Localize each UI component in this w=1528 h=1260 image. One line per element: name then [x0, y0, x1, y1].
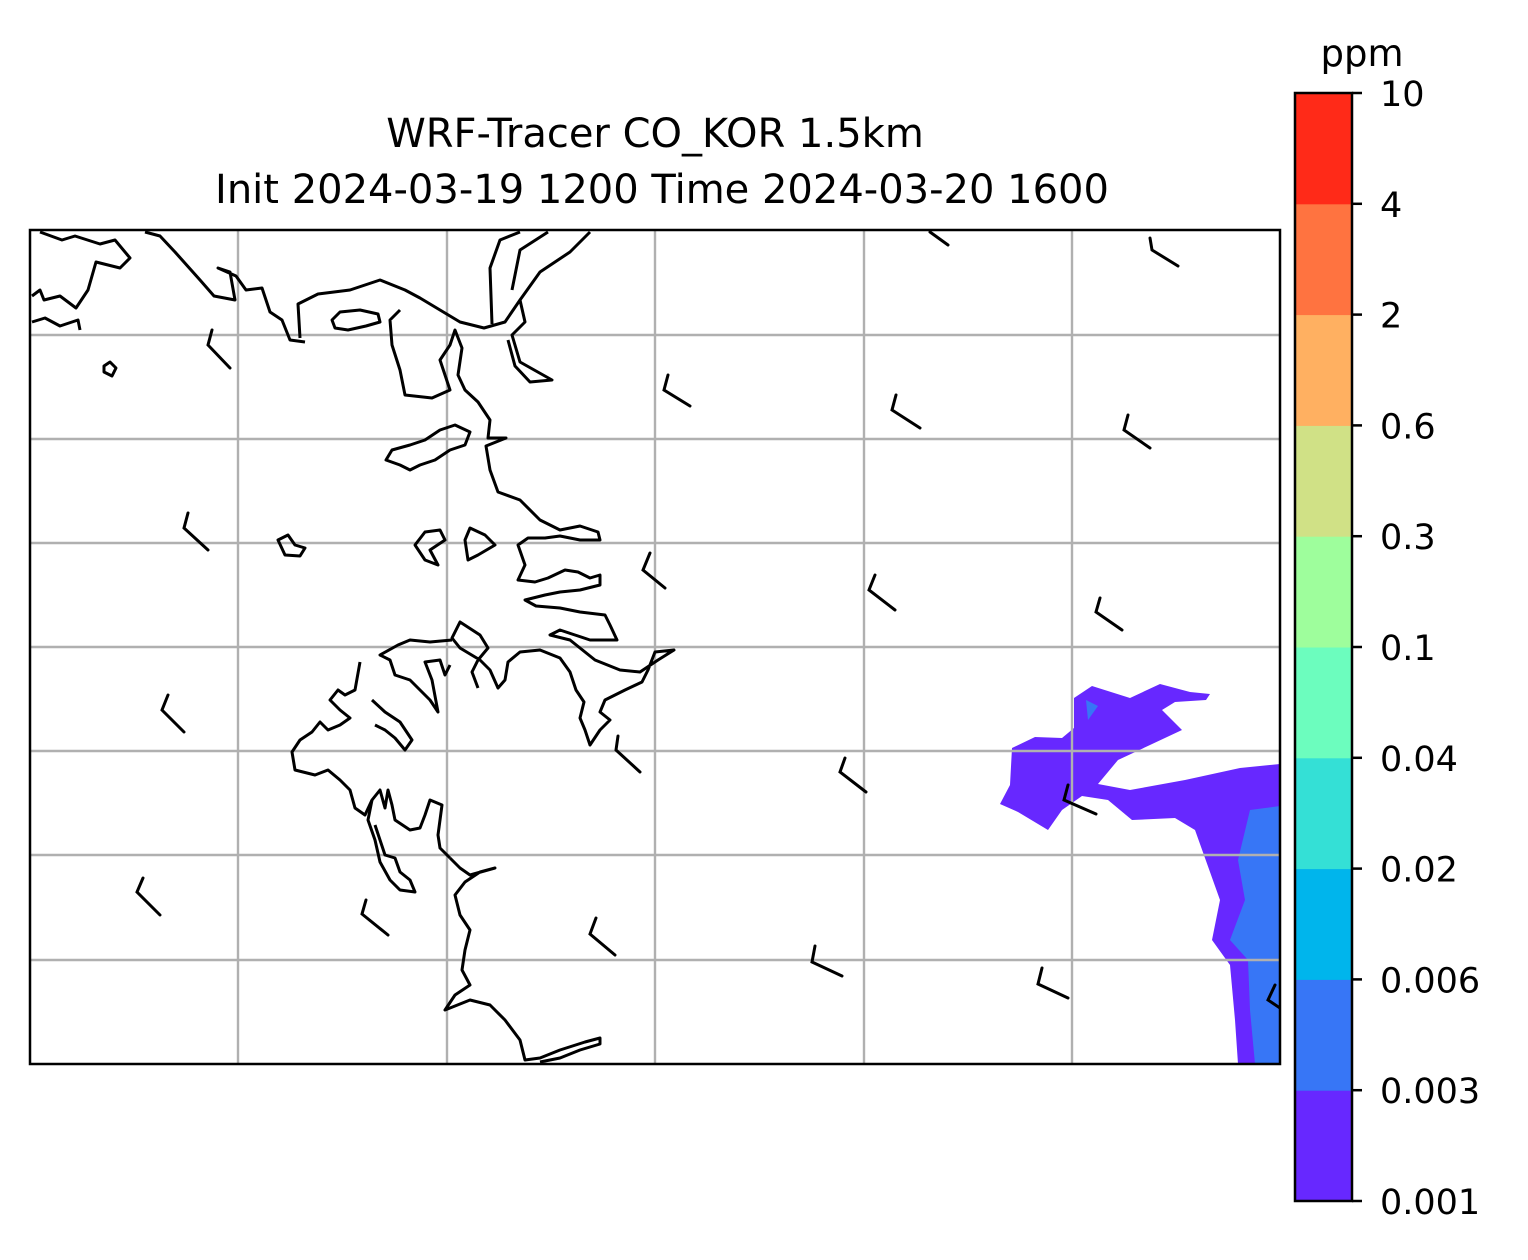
colorbar-tick-label: 10: [1380, 75, 1425, 115]
coastline-north: [31, 230, 132, 310]
colorbar-band: [1295, 203, 1352, 316]
colorbar-unit-label: ppm: [1320, 32, 1403, 75]
colorbar-bands: [1295, 93, 1352, 1202]
colorbar-band: [1295, 93, 1352, 205]
coastline-bay: [296, 278, 554, 384]
colorbar-band: [1295, 536, 1352, 648]
wind-barb: [182, 511, 210, 552]
coastlines: [31, 230, 676, 1064]
wind-barb: [810, 944, 844, 978]
wind-barb: [890, 393, 922, 430]
colorbar-tick-label: 0.04: [1380, 740, 1458, 780]
wind-barb: [135, 876, 162, 917]
island: [330, 308, 382, 332]
wind-barb: [1036, 966, 1070, 1000]
wind-barb: [662, 373, 692, 408]
colorbar-band: [1295, 757, 1352, 870]
wind-barb: [360, 898, 390, 937]
map-title-line2: Init 2024-03-19 1200 Time 2024-03-20 160…: [215, 167, 1109, 213]
coastline-bay: [488, 230, 521, 325]
island: [102, 360, 118, 378]
colorbar-tick-label: 0.001: [1380, 1183, 1480, 1223]
island: [413, 528, 447, 567]
wind-barb: [928, 230, 950, 247]
coastline-peninsula: [388, 308, 676, 747]
wind-barb: [1148, 236, 1180, 268]
coastline-southwest: [290, 661, 452, 860]
wind-barb: [641, 551, 667, 590]
map-title-line1: WRF-Tracer CO_KOR 1.5km: [386, 111, 924, 157]
colorbar-tick-label: 0.003: [1380, 1072, 1480, 1112]
wind-barb: [838, 756, 868, 794]
colorbar-tick-label: 0.02: [1380, 851, 1458, 891]
colorbar-band: [1295, 647, 1352, 759]
coastline-southwest: [370, 698, 414, 752]
coastline-bay: [518, 230, 592, 301]
island: [384, 423, 472, 472]
colorbar: 0.001 0.003 0.006 0.02 0.04 0.1 0.3 0.6 2 4 10 ppm: [1293, 32, 1480, 1223]
colorbar-tick-label: 0.006: [1380, 961, 1480, 1001]
island: [463, 526, 497, 562]
gridlines: [30, 230, 1280, 1064]
wind-barb: [160, 693, 186, 734]
coastline-south: [366, 799, 417, 894]
coastline-south: [443, 856, 602, 1064]
colorbar-band: [1295, 314, 1352, 426]
wind-barb: [1062, 783, 1098, 816]
colorbar-band: [1295, 979, 1352, 1091]
colorbar-tick-label: 2: [1380, 297, 1402, 337]
plume-mid-patch: [1086, 700, 1098, 720]
colorbar-ticks: 0.001 0.003 0.006 0.02 0.04 0.1 0.3 0.6 2 4 10: [1352, 75, 1480, 1223]
colorbar-tick-label: 0.6: [1380, 407, 1436, 447]
wind-barb: [206, 328, 232, 370]
wind-barb: [614, 734, 642, 774]
colorbar-band: [1295, 425, 1352, 537]
colorbar-tick-label: 4: [1380, 186, 1402, 226]
wind-barb: [588, 916, 617, 957]
map-panel: [30, 230, 1280, 1064]
coastline-southwest: [378, 638, 453, 714]
colorbar-tick-label: 0.3: [1380, 518, 1436, 558]
wind-barb: [867, 573, 897, 612]
plume-low-region: [1000, 684, 1280, 1064]
island: [276, 533, 307, 558]
map-frame: [28, 228, 1282, 1066]
colorbar-band: [1295, 868, 1352, 980]
wind-barb: [1122, 413, 1152, 450]
coastline-north: [31, 316, 82, 331]
coastline-north: [144, 230, 306, 344]
coastline-bay: [510, 230, 549, 291]
wind-barb: [1094, 596, 1124, 632]
wind-barb: [1266, 983, 1280, 1010]
wind-barbs: [135, 230, 1280, 1010]
colorbar-tick-label: 0.1: [1380, 629, 1436, 669]
colorbar-band: [1295, 1090, 1352, 1202]
